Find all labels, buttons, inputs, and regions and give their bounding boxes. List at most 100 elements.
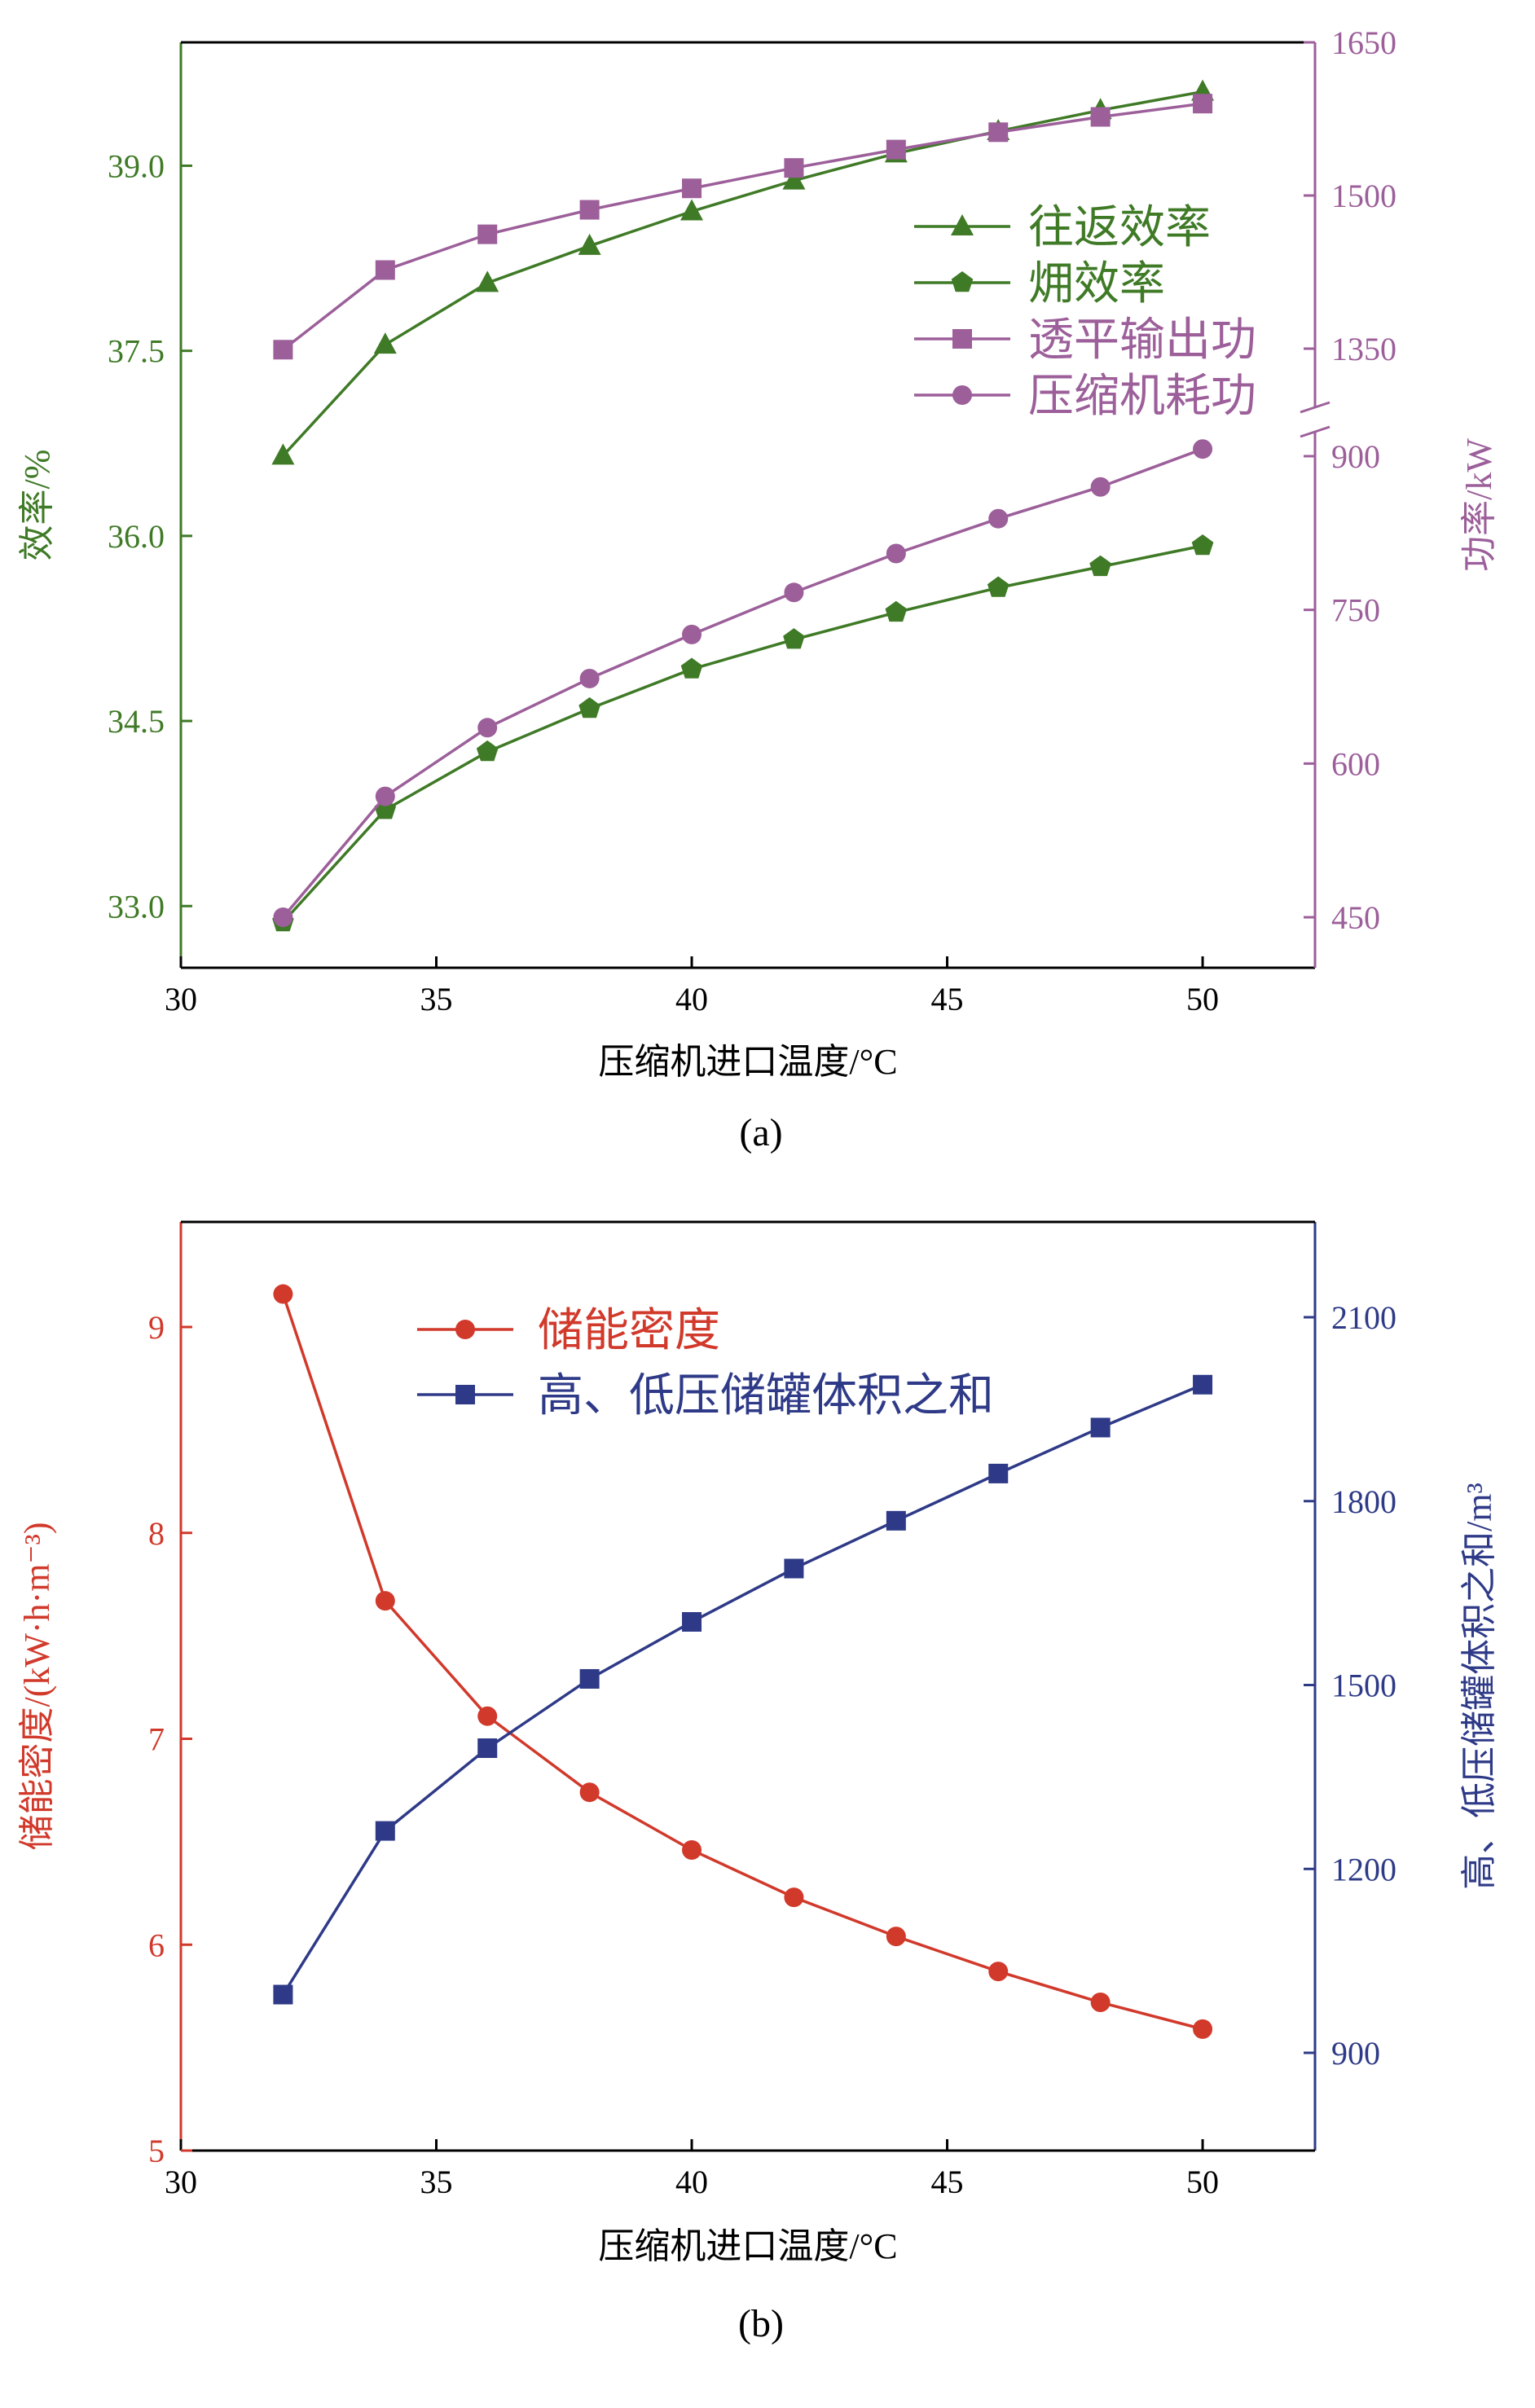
x-tick-label: 50 xyxy=(1186,2164,1219,2200)
x-tick-label: 40 xyxy=(675,2164,708,2200)
right-tick-label: 1650 xyxy=(1331,24,1396,61)
right-tick-label: 2100 xyxy=(1331,1299,1396,1336)
left-tick-label: 6 xyxy=(148,1927,165,1963)
right-axis-label: 功率/kW xyxy=(1459,438,1499,572)
series-0-point xyxy=(1193,2019,1213,2039)
series-0-point xyxy=(375,1591,395,1611)
x-axis-label: 压缩机进口温度/°C xyxy=(598,2226,897,2266)
series-1-point xyxy=(579,1668,600,1689)
left-tick-label: 33.0 xyxy=(108,888,165,925)
legend-label-2: 透平输出功 xyxy=(1028,315,1256,366)
series-1-point xyxy=(988,1463,1009,1483)
legend-marker-2 xyxy=(952,329,972,349)
series-1-point xyxy=(1090,1417,1111,1438)
right-tick-label: 900 xyxy=(1331,2035,1380,2072)
series-3-point xyxy=(988,508,1009,529)
series-line-1 xyxy=(281,1383,1203,1996)
chart-b: 30 35 40 45 50 5 6 7 8 9 900 1200 1500 1800 2100 压缩机进口温… xyxy=(17,1220,1499,2345)
right-tick-label: 450 xyxy=(1331,899,1380,936)
series-0-point xyxy=(1090,1993,1111,2013)
series-2-point xyxy=(886,139,906,160)
legend-marker-0 xyxy=(455,1320,475,1339)
series-2-point xyxy=(273,340,293,360)
series-0-point xyxy=(578,233,601,255)
legend-label-3: 压缩机耗功 xyxy=(1028,371,1256,422)
left-axis-label: 效率/% xyxy=(17,450,57,561)
series-1-point xyxy=(375,1821,395,1841)
series-0-point xyxy=(886,1927,906,1947)
series-line-0 xyxy=(281,1294,1203,2031)
legend-label-1: 高、低压储罐体积之和 xyxy=(538,1371,994,1422)
legend-label-1: 㶲效率 xyxy=(1028,259,1165,310)
x-tick-label: 30 xyxy=(165,981,197,1017)
legend-marker-0 xyxy=(951,214,974,235)
series-3-point xyxy=(784,582,804,603)
x-tick-label: 35 xyxy=(420,981,453,1017)
series-1-point xyxy=(987,576,1009,597)
series-1-point xyxy=(273,1984,293,2005)
series-line-1 xyxy=(282,544,1203,924)
series-2-point xyxy=(375,260,395,280)
series-2-point xyxy=(682,178,702,199)
legend-marker-1 xyxy=(951,271,974,292)
legend-marker-1 xyxy=(455,1385,475,1404)
caption-b: (b) xyxy=(738,2302,784,2345)
series-3-point xyxy=(886,543,906,564)
series-1-point xyxy=(783,628,805,649)
series-2-point xyxy=(988,122,1009,143)
right-tick-label: 750 xyxy=(1331,592,1380,629)
series-line-3 xyxy=(282,447,1203,919)
x-tick-label: 30 xyxy=(165,2164,197,2200)
series-1-point xyxy=(682,1611,702,1632)
chart-a: 30 35 40 45 50 33.0 34.5 36.0 37.5 39.0 1350 1500 16… xyxy=(17,24,1499,1154)
series-1-point xyxy=(578,696,600,718)
caption-a: (a) xyxy=(739,1111,782,1154)
x-tick-label: 45 xyxy=(931,981,964,1017)
x-axis-label: 压缩机进口温度/°C xyxy=(598,1042,897,1082)
legend-label-0: 储能密度 xyxy=(538,1306,720,1356)
series-2-point xyxy=(1090,107,1111,127)
series-3-point xyxy=(477,718,498,738)
series-1-point xyxy=(476,740,499,762)
series-1-point xyxy=(885,600,908,622)
right-tick-label: 1500 xyxy=(1331,1668,1396,1704)
x-tick-label: 35 xyxy=(420,2164,453,2200)
left-axis-label: 储能密度/(kW·h·m⁻³) xyxy=(17,1522,57,1850)
left-tick-label: 37.5 xyxy=(108,333,165,370)
axis-break-mark-lower xyxy=(1300,425,1330,438)
left-tick-label: 7 xyxy=(148,1721,165,1758)
series-1-point xyxy=(886,1510,906,1531)
right-tick-label: 600 xyxy=(1331,745,1380,782)
series-line-0 xyxy=(282,90,1203,457)
left-tick-label: 5 xyxy=(148,2133,165,2169)
right-tick-label: 900 xyxy=(1331,438,1380,475)
right-axis-label: 高、低压储罐体积之和/m³ xyxy=(1459,1483,1499,1890)
left-tick-label: 36.0 xyxy=(108,518,165,555)
series-3-point xyxy=(682,624,702,644)
x-tick-label: 40 xyxy=(675,981,708,1017)
series-3-point xyxy=(1193,439,1213,459)
legend-marker-3 xyxy=(952,385,972,405)
legend-label-0: 往返效率 xyxy=(1028,203,1211,253)
series-0-point xyxy=(476,270,499,292)
series-0-point xyxy=(680,199,704,221)
right-tick-label: 1350 xyxy=(1331,331,1396,367)
series-2-point xyxy=(1193,94,1213,114)
x-tick-label: 45 xyxy=(931,2164,964,2200)
series-3-point xyxy=(273,907,293,927)
series-0-point xyxy=(273,1284,293,1304)
series-line-2 xyxy=(282,102,1203,351)
left-tick-label: 39.0 xyxy=(108,147,165,184)
series-3-point xyxy=(579,668,600,688)
left-tick-label: 8 xyxy=(148,1515,165,1552)
series-0-point xyxy=(373,332,397,354)
series-0-point xyxy=(784,1887,804,1908)
left-tick-label: 34.5 xyxy=(108,703,165,740)
series-2-point xyxy=(579,200,600,220)
right-tick-label: 1200 xyxy=(1331,1851,1396,1887)
right-tick-label: 1500 xyxy=(1331,178,1396,214)
series-1-point xyxy=(1191,534,1214,556)
series-0-point xyxy=(271,443,295,465)
series-1-point xyxy=(477,1738,498,1759)
